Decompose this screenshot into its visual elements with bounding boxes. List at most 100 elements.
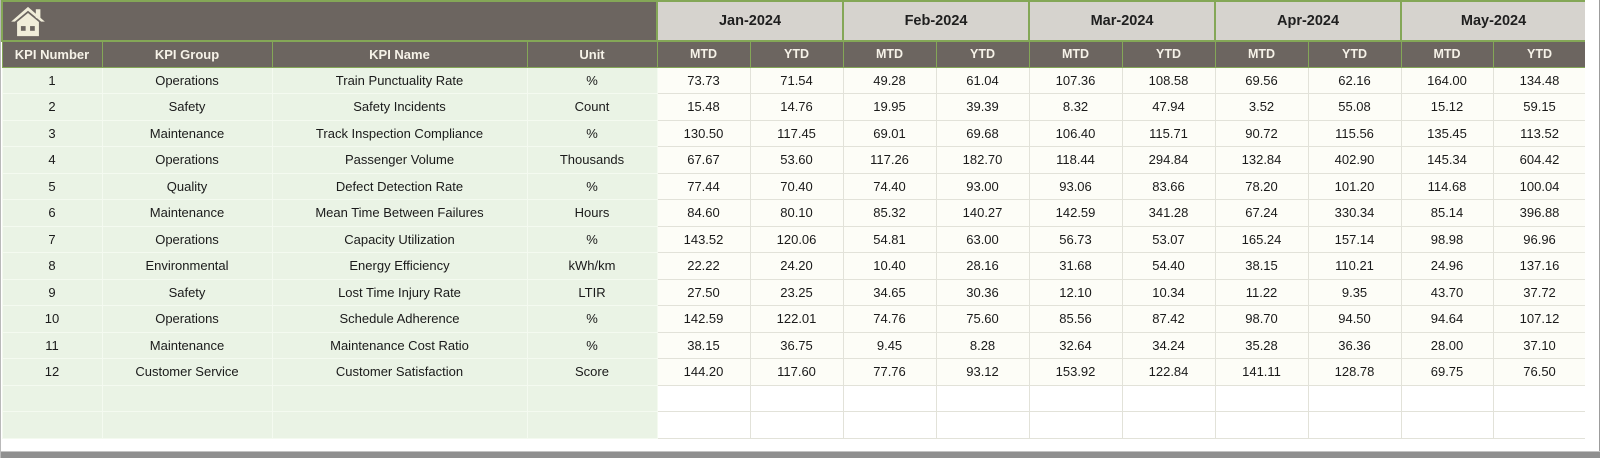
- value-cell[interactable]: 14.76: [749, 93, 844, 121]
- value-cell[interactable]: 144.20: [656, 358, 751, 386]
- empty-cell[interactable]: [1214, 384, 1309, 412]
- empty-cell[interactable]: [1121, 384, 1216, 412]
- unit-cell[interactable]: %: [526, 331, 658, 359]
- value-cell[interactable]: 71.54: [749, 66, 844, 94]
- empty-cell[interactable]: [1400, 411, 1494, 439]
- kpi-number-cell[interactable]: 8: [1, 252, 103, 280]
- value-cell[interactable]: 15.48: [656, 93, 751, 121]
- value-cell[interactable]: 108.58: [1121, 66, 1216, 94]
- kpi-group-cell[interactable]: Operations: [101, 66, 273, 94]
- value-cell[interactable]: 132.84: [1214, 146, 1309, 174]
- unit-cell[interactable]: Count: [526, 93, 658, 121]
- value-cell[interactable]: 37.10: [1492, 331, 1587, 359]
- value-cell[interactable]: 85.32: [842, 199, 937, 227]
- unit-cell[interactable]: %: [526, 66, 658, 94]
- empty-cell[interactable]: [1307, 384, 1402, 412]
- value-cell[interactable]: 106.40: [1028, 119, 1123, 147]
- value-cell[interactable]: 93.06: [1028, 172, 1123, 200]
- value-cell[interactable]: 11.22: [1214, 278, 1309, 306]
- empty-cell[interactable]: [1, 384, 103, 412]
- value-cell[interactable]: 28.00: [1400, 331, 1494, 359]
- value-cell[interactable]: 83.66: [1121, 172, 1216, 200]
- value-cell[interactable]: 93.12: [935, 358, 1030, 386]
- empty-cell[interactable]: [1492, 411, 1587, 439]
- value-cell[interactable]: 118.44: [1028, 146, 1123, 174]
- unit-cell[interactable]: Thousands: [526, 146, 658, 174]
- kpi-name-cell[interactable]: Energy Efficiency: [271, 252, 528, 280]
- value-cell[interactable]: 110.21: [1307, 252, 1402, 280]
- value-cell[interactable]: 67.67: [656, 146, 751, 174]
- value-cell[interactable]: 28.16: [935, 252, 1030, 280]
- value-cell[interactable]: 35.28: [1214, 331, 1309, 359]
- value-cell[interactable]: 122.01: [749, 305, 844, 333]
- empty-cell[interactable]: [656, 384, 751, 412]
- value-cell[interactable]: 55.08: [1307, 93, 1402, 121]
- kpi-group-cell[interactable]: Maintenance: [101, 119, 273, 147]
- empty-cell[interactable]: [749, 411, 844, 439]
- empty-cell[interactable]: [271, 411, 528, 439]
- empty-cell[interactable]: [1492, 384, 1587, 412]
- kpi-group-cell[interactable]: Maintenance: [101, 199, 273, 227]
- value-cell[interactable]: 76.50: [1492, 358, 1587, 386]
- empty-cell[interactable]: [842, 411, 937, 439]
- value-cell[interactable]: 54.81: [842, 225, 937, 253]
- value-cell[interactable]: 141.11: [1214, 358, 1309, 386]
- empty-cell[interactable]: [526, 411, 658, 439]
- value-cell[interactable]: 12.10: [1028, 278, 1123, 306]
- kpi-number-cell[interactable]: 4: [1, 146, 103, 174]
- value-cell[interactable]: 80.10: [749, 199, 844, 227]
- value-cell[interactable]: 85.56: [1028, 305, 1123, 333]
- value-cell[interactable]: 153.92: [1028, 358, 1123, 386]
- value-cell[interactable]: 94.50: [1307, 305, 1402, 333]
- empty-cell[interactable]: [842, 384, 937, 412]
- kpi-name-cell[interactable]: Customer Satisfaction: [271, 358, 528, 386]
- kpi-group-cell[interactable]: Customer Service: [101, 358, 273, 386]
- value-cell[interactable]: 115.71: [1121, 119, 1216, 147]
- value-cell[interactable]: 38.15: [656, 331, 751, 359]
- kpi-number-cell[interactable]: 5: [1, 172, 103, 200]
- value-cell[interactable]: 115.56: [1307, 119, 1402, 147]
- value-cell[interactable]: 98.70: [1214, 305, 1309, 333]
- value-cell[interactable]: 62.16: [1307, 66, 1402, 94]
- unit-cell[interactable]: LTIR: [526, 278, 658, 306]
- value-cell[interactable]: 113.52: [1492, 119, 1587, 147]
- kpi-group-cell[interactable]: Operations: [101, 225, 273, 253]
- value-cell[interactable]: 9.45: [842, 331, 937, 359]
- kpi-group-cell[interactable]: Maintenance: [101, 331, 273, 359]
- value-cell[interactable]: 78.20: [1214, 172, 1309, 200]
- value-cell[interactable]: 142.59: [656, 305, 751, 333]
- kpi-name-cell[interactable]: Safety Incidents: [271, 93, 528, 121]
- value-cell[interactable]: 96.96: [1492, 225, 1587, 253]
- kpi-number-cell[interactable]: 7: [1, 225, 103, 253]
- value-cell[interactable]: 330.34: [1307, 199, 1402, 227]
- empty-cell[interactable]: [1028, 384, 1123, 412]
- value-cell[interactable]: 3.52: [1214, 93, 1309, 121]
- kpi-number-cell[interactable]: 2: [1, 93, 103, 121]
- value-cell[interactable]: 107.36: [1028, 66, 1123, 94]
- value-cell[interactable]: 114.68: [1400, 172, 1494, 200]
- value-cell[interactable]: 47.94: [1121, 93, 1216, 121]
- value-cell[interactable]: 74.76: [842, 305, 937, 333]
- kpi-name-cell[interactable]: Mean Time Between Failures: [271, 199, 528, 227]
- value-cell[interactable]: 93.00: [935, 172, 1030, 200]
- value-cell[interactable]: 54.40: [1121, 252, 1216, 280]
- value-cell[interactable]: 98.98: [1400, 225, 1494, 253]
- kpi-group-cell[interactable]: Safety: [101, 278, 273, 306]
- value-cell[interactable]: 38.15: [1214, 252, 1309, 280]
- value-cell[interactable]: 69.56: [1214, 66, 1309, 94]
- value-cell[interactable]: 10.34: [1121, 278, 1216, 306]
- value-cell[interactable]: 37.72: [1492, 278, 1587, 306]
- kpi-number-cell[interactable]: 3: [1, 119, 103, 147]
- kpi-name-cell[interactable]: Defect Detection Rate: [271, 172, 528, 200]
- value-cell[interactable]: 8.28: [935, 331, 1030, 359]
- value-cell[interactable]: 122.84: [1121, 358, 1216, 386]
- value-cell[interactable]: 61.04: [935, 66, 1030, 94]
- empty-cell[interactable]: [1400, 384, 1494, 412]
- empty-cell[interactable]: [749, 384, 844, 412]
- value-cell[interactable]: 94.64: [1400, 305, 1494, 333]
- value-cell[interactable]: 9.35: [1307, 278, 1402, 306]
- value-cell[interactable]: 23.25: [749, 278, 844, 306]
- empty-cell[interactable]: [1307, 411, 1402, 439]
- value-cell[interactable]: 164.00: [1400, 66, 1494, 94]
- empty-cell[interactable]: [101, 384, 273, 412]
